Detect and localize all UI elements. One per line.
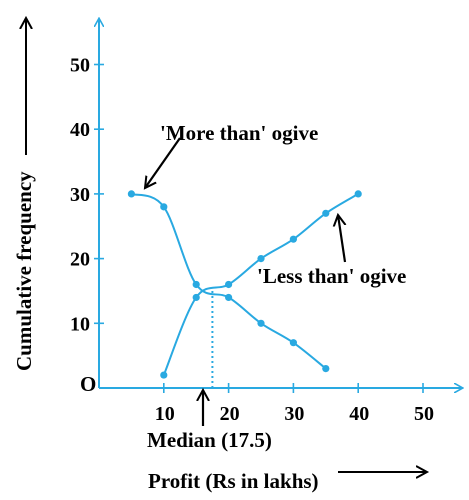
- series-label-less-than: 'Less than' ogive: [257, 264, 406, 288]
- ogive-curves: [131, 192, 359, 388]
- x-tick-label: 30: [284, 403, 304, 425]
- more-than-pointer-arrow: [145, 137, 181, 188]
- less-than-ogive-point: [289, 235, 297, 243]
- less-than-ogive-point: [354, 190, 362, 198]
- y-axis-title: Cumulative frequency: [12, 171, 36, 371]
- x-tick-label: 50: [414, 403, 434, 425]
- more-than-ogive-point: [160, 203, 168, 211]
- more-than-ogive-point: [192, 280, 200, 289]
- less-than-ogive-point: [257, 255, 265, 263]
- y-tick-label: 50: [70, 55, 90, 77]
- more-than-ogive-point: [289, 339, 297, 347]
- y-tick-label: 40: [70, 119, 90, 141]
- series-label-more-than: 'More than' ogive: [160, 121, 318, 145]
- y-tick-label: 10: [70, 313, 90, 335]
- median-label: Median (17.5): [147, 428, 272, 452]
- axes: [99, 19, 462, 388]
- y-tick-label: 20: [70, 249, 90, 271]
- more-than-ogive-point: [225, 293, 233, 302]
- x-axis-title: Profit (Rs in lakhs): [148, 469, 319, 493]
- more-than-ogive-point: [257, 319, 265, 327]
- more-than-ogive-point: [322, 364, 330, 373]
- more-than-ogive-point: [127, 190, 135, 198]
- less-than-ogive-point: [225, 280, 233, 289]
- x-tick-label: 10: [155, 403, 175, 425]
- less-than-ogive-point: [192, 293, 200, 302]
- x-tick-label: 20: [220, 403, 240, 425]
- less-than-ogive-point: [160, 371, 168, 379]
- y-tick-label: 30: [70, 184, 90, 206]
- data-points: [127, 190, 362, 379]
- tick-labels: 10 20 30 40 50 10 20 30 40 50: [70, 55, 434, 426]
- less-than-ogive-point: [322, 209, 330, 217]
- annotations: 'More than' ogive 'Less than' ogive Medi…: [12, 18, 427, 493]
- origin-label: O: [80, 372, 96, 396]
- x-tick-label: 40: [349, 403, 369, 425]
- less-than-pointer-arrow: [338, 215, 345, 263]
